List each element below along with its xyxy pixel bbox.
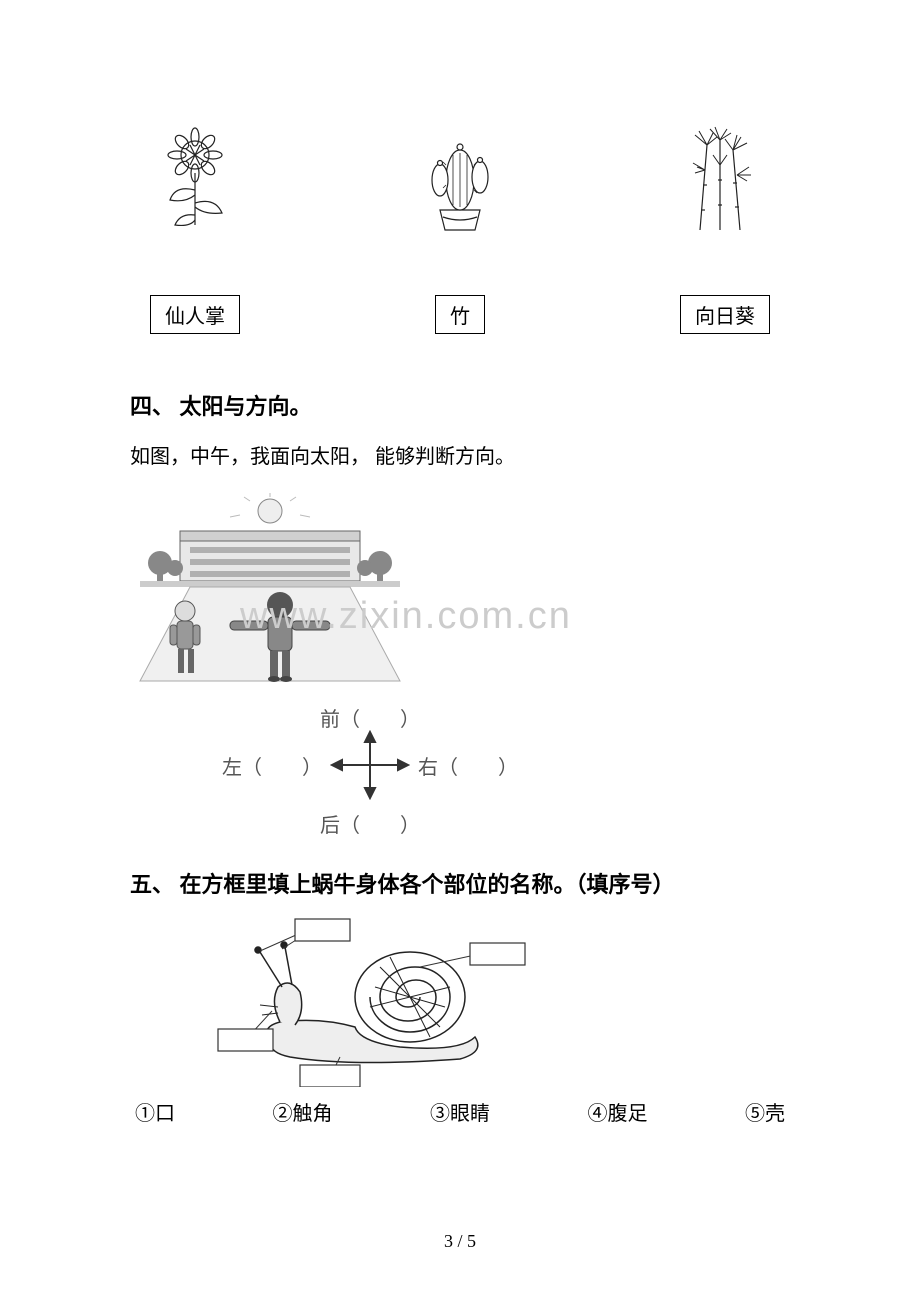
section5-heading: 五、 在方框里填上蜗牛身体各个部位的名称。（填序号） [130, 867, 790, 899]
label-box-bamboo: 竹 [435, 295, 485, 334]
section4-heading: 四、 太阳与方向。 [130, 389, 790, 421]
option-2: ②触角 [273, 1097, 333, 1126]
direction-front: 前（ ） [320, 703, 420, 732]
section4-text: 如图，中午，我面向太阳， 能够判断方向。 [130, 439, 790, 475]
option-5: ⑤壳 [745, 1097, 785, 1126]
direction-back: 后（ ） [320, 809, 420, 838]
cactus-illustration [400, 120, 520, 240]
direction-diagram: 前（ ） 左（ ） 右（ ） 后（ ） [190, 693, 550, 847]
label-box-sunflower: 向日葵 [680, 295, 770, 334]
bamboo-illustration [660, 120, 780, 240]
snail-options-row: ①口 ②触角 ③眼睛 ④腹足 ⑤壳 [130, 1097, 790, 1126]
option-1: ①口 [135, 1097, 175, 1126]
direction-left: 左（ ） [222, 751, 322, 780]
direction-right: 右（ ） [418, 751, 518, 780]
page-number: 3 / 5 [0, 1231, 920, 1252]
option-4: ④腹足 [588, 1097, 648, 1126]
sun-direction-illustration [130, 493, 790, 683]
sunflower-illustration [140, 120, 260, 240]
snail-diagram [130, 917, 790, 1087]
plant-illustration-row [130, 120, 790, 240]
plant-label-row: 仙人掌 竹 向日葵 [130, 295, 790, 334]
option-3: ③眼睛 [430, 1097, 490, 1126]
label-box-cactus: 仙人掌 [150, 295, 240, 334]
